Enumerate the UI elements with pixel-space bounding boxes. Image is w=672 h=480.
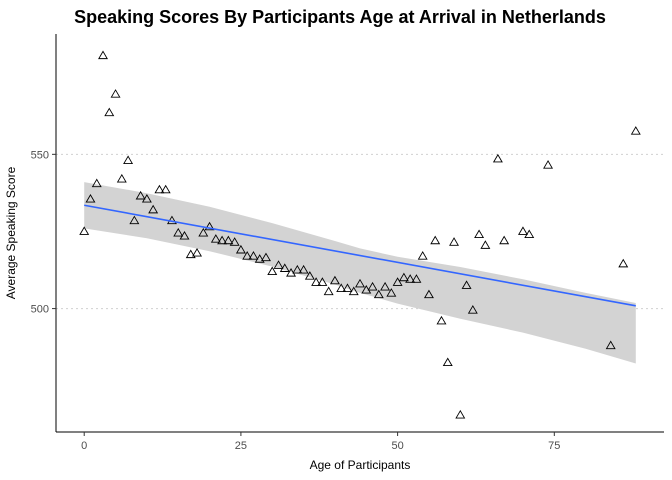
- y-axis-label: Average Speaking Score: [4, 166, 18, 299]
- data-point-4: [105, 108, 113, 115]
- data-point-67: [519, 227, 527, 234]
- data-point-18: [193, 249, 201, 256]
- data-point-64: [481, 241, 489, 248]
- data-point-68: [525, 230, 533, 237]
- x-tick-label-1: 25: [235, 440, 247, 452]
- data-point-72: [632, 127, 640, 134]
- data-point-5: [111, 90, 119, 97]
- x-tick-label-3: 75: [548, 440, 560, 452]
- x-axis-label: Age of Participants: [310, 458, 411, 472]
- y-tick-label-1: 550: [31, 149, 49, 161]
- chart-title: Speaking Scores By Participants Age at A…: [74, 7, 606, 27]
- data-point-39: [324, 287, 332, 294]
- data-point-6: [118, 175, 126, 182]
- data-point-66: [500, 237, 508, 244]
- data-point-56: [431, 237, 439, 244]
- data-point-57: [437, 317, 445, 324]
- y-tick-label-0: 500: [31, 304, 49, 316]
- data-point-63: [475, 230, 483, 237]
- x-tick-label-2: 50: [391, 440, 403, 452]
- data-point-58: [444, 358, 452, 365]
- x-tick-label-0: 0: [81, 440, 87, 452]
- data-point-54: [418, 252, 426, 259]
- data-point-59: [450, 238, 458, 245]
- data-point-3: [99, 51, 107, 58]
- data-point-69: [544, 161, 552, 168]
- y-axis-ticks: 500 550: [31, 149, 56, 315]
- data-point-60: [456, 411, 464, 418]
- x-axis-ticks: 0 25 50 75: [81, 432, 560, 452]
- data-point-65: [494, 155, 502, 162]
- confidence-band: [84, 182, 636, 363]
- data-point-7: [124, 156, 132, 163]
- data-point-71: [619, 260, 627, 267]
